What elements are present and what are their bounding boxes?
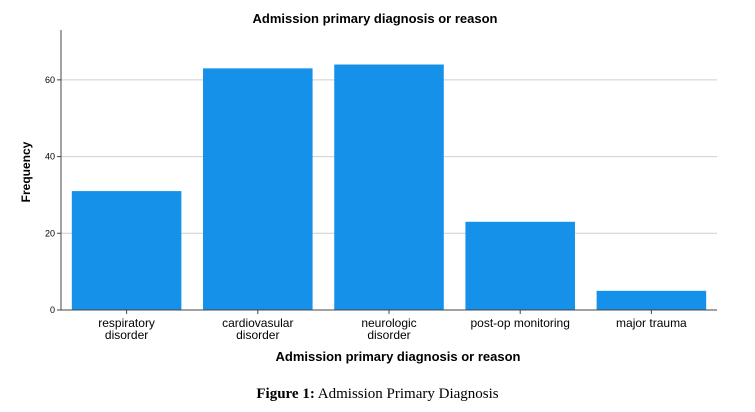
bars [71,64,707,311]
x-tick-label: major trauma [616,316,687,330]
x-tick-label: disorder [236,328,279,342]
y-tick-label: 0 [50,305,55,315]
y-axis-label: Frequency [19,141,33,202]
x-tick-label: disorder [105,328,148,342]
x-tick-label: neurologic [361,316,416,330]
x-tick-label: disorder [367,328,410,342]
chart-title: Admission primary diagnosis or reason [253,11,498,26]
bar [203,68,313,310]
y-tick-label: 20 [45,228,55,238]
x-tick-label: post-op monitoring [471,316,570,330]
caption-text: Admission Primary Diagnosis [317,386,499,402]
bar [596,290,707,310]
bar-chart: Admission primary diagnosis or reason 0 2… [19,11,717,364]
y-tick-label: 40 [45,152,55,162]
bar [465,221,575,310]
bar [334,64,444,311]
x-axis-label: Admission primary diagnosis or reason [276,349,521,364]
x-tick-label: cardiovasular [222,316,293,330]
y-tick-label: 60 [45,75,55,85]
x-tick-label: respiratory [98,316,155,330]
x-ticks: respiratorydisordercardiovasulardisorder… [98,310,687,342]
y-ticks: 0 20 40 60 [45,75,61,315]
caption-label: Figure 1: [256,386,315,402]
figure-caption: Figure 1: Admission Primary Diagnosis [0,386,755,403]
bar [71,191,182,310]
